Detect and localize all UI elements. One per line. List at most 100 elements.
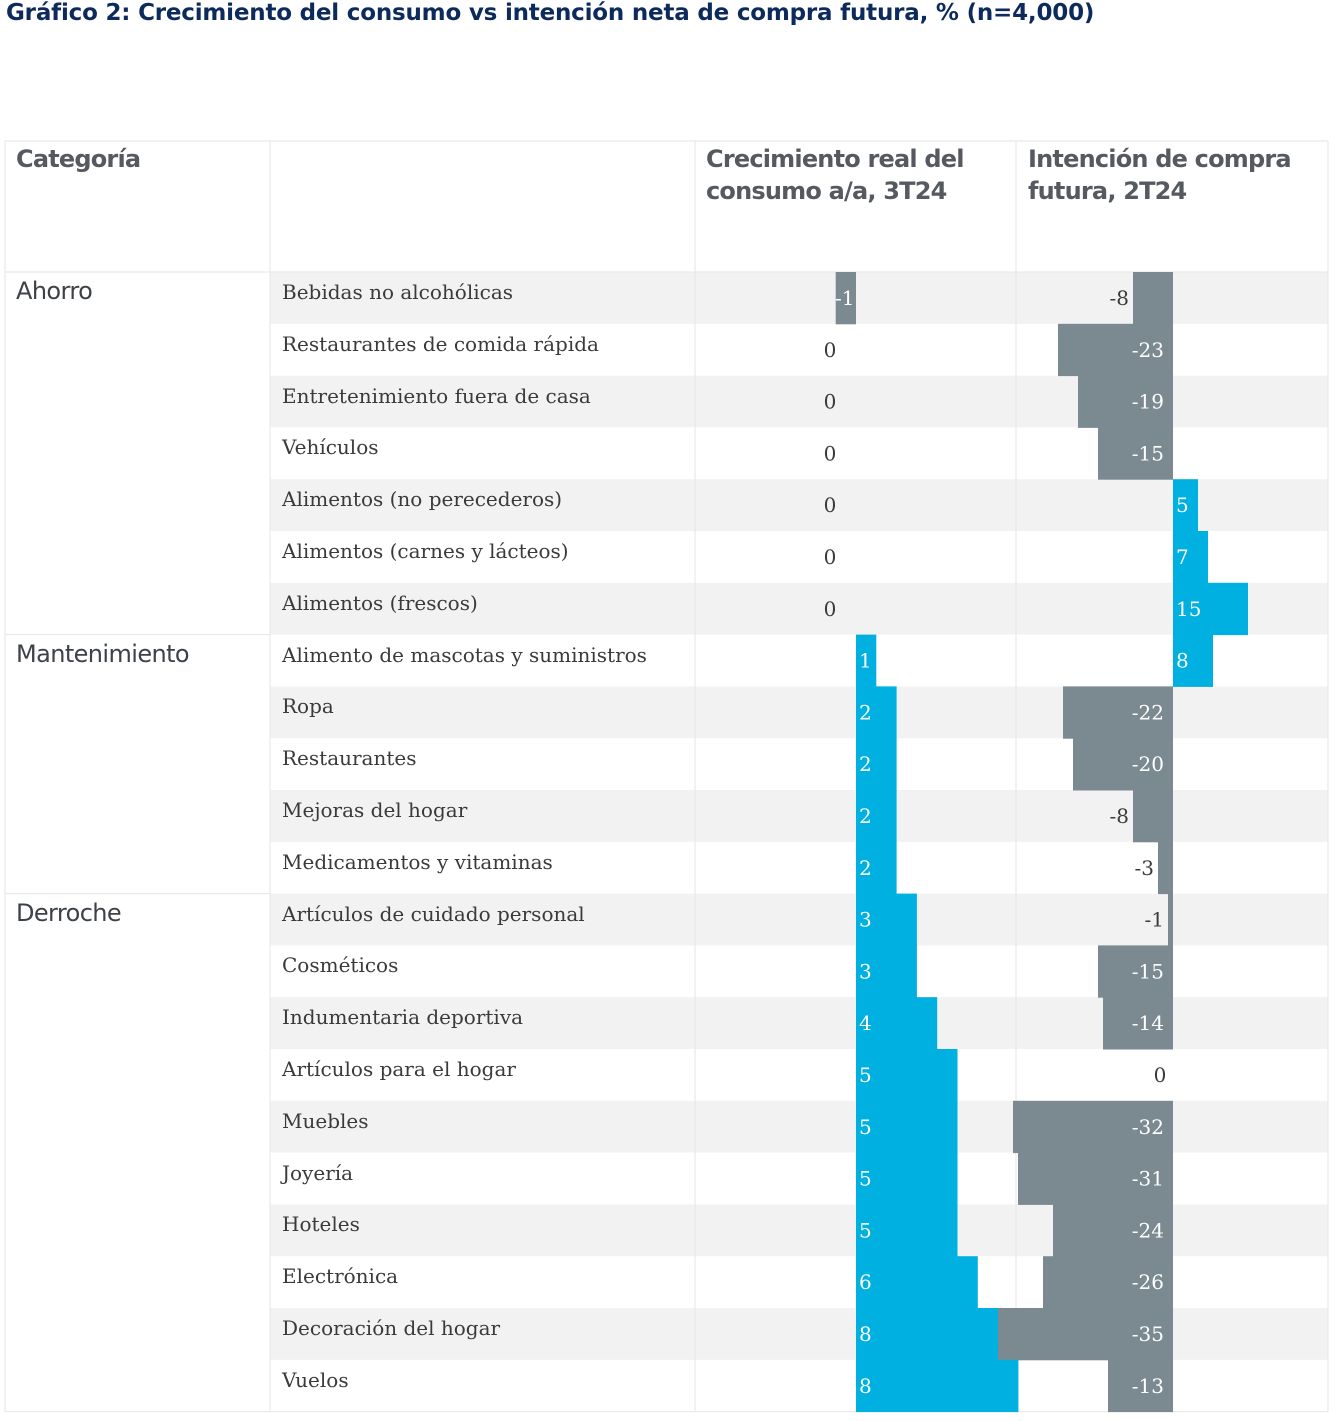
- label-consumption: 0: [824, 338, 837, 362]
- category-label: Artículos para el hogar: [282, 1057, 516, 1081]
- label-intention: -8: [1110, 804, 1129, 828]
- bar-intention: [1053, 1204, 1173, 1257]
- label-intention: -24: [1132, 1218, 1164, 1242]
- category-label: Vuelos: [282, 1367, 349, 1392]
- bar-intention: [1173, 634, 1213, 687]
- label-intention: 15: [1176, 597, 1201, 621]
- category-label: Medicamentos y vitaminas: [282, 849, 553, 874]
- row-stripe: [270, 893, 1328, 946]
- label-consumption: 0: [824, 493, 837, 517]
- bars: [835, 272, 1248, 1413]
- bar-intention: [1133, 272, 1173, 325]
- category-label: Electrónica: [282, 1264, 399, 1289]
- grid-lines: [4, 140, 1329, 1413]
- label-consumption: 2: [859, 700, 872, 724]
- label-intention: -3: [1135, 856, 1154, 880]
- bar-intention: [1133, 790, 1173, 843]
- label-consumption: 4: [859, 1011, 872, 1035]
- label-consumption: 0: [824, 545, 837, 569]
- bar-consumption: [856, 1256, 978, 1309]
- category-label: Entretenimiento fuera de casa: [282, 383, 591, 408]
- label-consumption: 2: [859, 856, 872, 880]
- bar-intention: [1173, 582, 1248, 636]
- row-stripe: [270, 479, 1328, 531]
- label-intention: 8: [1176, 649, 1189, 673]
- label-intention: -23: [1132, 338, 1164, 362]
- bar-intention: [1013, 1100, 1173, 1154]
- bar-consumption: [856, 1308, 1019, 1361]
- category-label: Ropa: [282, 694, 334, 719]
- category-label: Joyería: [282, 1160, 354, 1185]
- bar-intention: [1058, 323, 1173, 377]
- label-intention: -15: [1132, 441, 1164, 465]
- label-consumption: 0: [824, 441, 837, 465]
- category-label: Muebles: [282, 1108, 369, 1133]
- bar-consumption: [856, 790, 897, 843]
- bar-consumption: [856, 893, 917, 946]
- bar-consumption: [835, 272, 856, 325]
- label-intention: -20: [1132, 752, 1164, 776]
- label-intention: -26: [1132, 1270, 1164, 1294]
- category-label: Vehículos: [282, 435, 379, 460]
- category-label: Alimentos (frescos): [282, 590, 478, 615]
- bar-intention: [1158, 841, 1173, 895]
- header-category: Categoría: [16, 145, 141, 173]
- bar-intention: [1073, 738, 1173, 791]
- label-consumption: 5: [859, 1218, 872, 1242]
- bar-consumption: [856, 945, 917, 998]
- bar-consumption: [856, 1359, 1019, 1413]
- label-consumption: 3: [859, 908, 872, 932]
- bar-intention: [1168, 893, 1173, 946]
- bar-intention: [1103, 997, 1173, 1050]
- bar-consumption: [856, 634, 877, 687]
- bar-consumption: [856, 1100, 958, 1154]
- category-label: Bebidas no alcohólicas: [282, 280, 514, 304]
- category-label: Alimento de mascotas y suministros: [282, 642, 647, 667]
- label-intention: -15: [1132, 959, 1164, 983]
- category-label: Mejoras del hogar: [282, 798, 468, 822]
- category-label: Hoteles: [282, 1212, 360, 1237]
- bar-consumption: [856, 686, 897, 739]
- header-intention-line1: Intención de compra: [1028, 145, 1292, 173]
- bar-intention: [1173, 479, 1198, 532]
- category-label: Artículos de cuidado personal: [282, 901, 585, 926]
- label-consumption: -1: [835, 286, 854, 310]
- label-intention: -8: [1110, 286, 1129, 310]
- bar-consumption: [856, 1204, 958, 1257]
- label-consumption: 5: [859, 1063, 872, 1087]
- group-label: Ahorro: [16, 277, 93, 305]
- label-consumption: 0: [824, 390, 837, 414]
- bar-consumption: [856, 841, 897, 895]
- header-intention-line2: futura, 2T24: [1028, 177, 1187, 205]
- label-consumption: 0: [824, 597, 837, 621]
- bar-consumption: [856, 738, 897, 791]
- row-stripe: [270, 582, 1328, 635]
- header-consumption: Crecimiento real del consumo a/a, 3T24: [706, 143, 964, 207]
- bar-consumption: [856, 997, 938, 1050]
- group-label: Mantenimiento: [16, 639, 190, 668]
- label-consumption: 8: [859, 1374, 872, 1398]
- label-consumption: 2: [859, 752, 872, 776]
- bar-intention: [1173, 531, 1208, 584]
- category-label: Cosméticos: [282, 953, 399, 978]
- bar-consumption: [856, 1049, 958, 1102]
- label-intention: 7: [1176, 545, 1189, 569]
- category-label: Alimentos (carnes y lácteos): [282, 539, 569, 563]
- label-consumption: 1: [859, 649, 872, 673]
- label-intention: -19: [1132, 390, 1164, 414]
- header-consumption-line1: Crecimiento real del: [706, 145, 964, 173]
- label-consumption: 2: [859, 804, 872, 828]
- label-intention: -1: [1145, 908, 1164, 932]
- value-labels: -1 -80 -230 -190 -150 50 70 151 82 -222 -202 -82 -33…: [824, 286, 1202, 1398]
- label-intention: -14: [1132, 1011, 1164, 1035]
- label-intention: 5: [1176, 493, 1189, 517]
- label-intention: -13: [1132, 1374, 1164, 1398]
- header-intention: Intención de compra futura, 2T24: [1028, 143, 1292, 207]
- bar-intention: [1098, 427, 1173, 480]
- category-label: Decoración del hogar: [282, 1316, 501, 1340]
- label-consumption: 5: [859, 1115, 872, 1139]
- label-consumption: 8: [859, 1322, 872, 1346]
- label-intention: 0: [1154, 1063, 1167, 1087]
- label-consumption: 5: [859, 1167, 872, 1191]
